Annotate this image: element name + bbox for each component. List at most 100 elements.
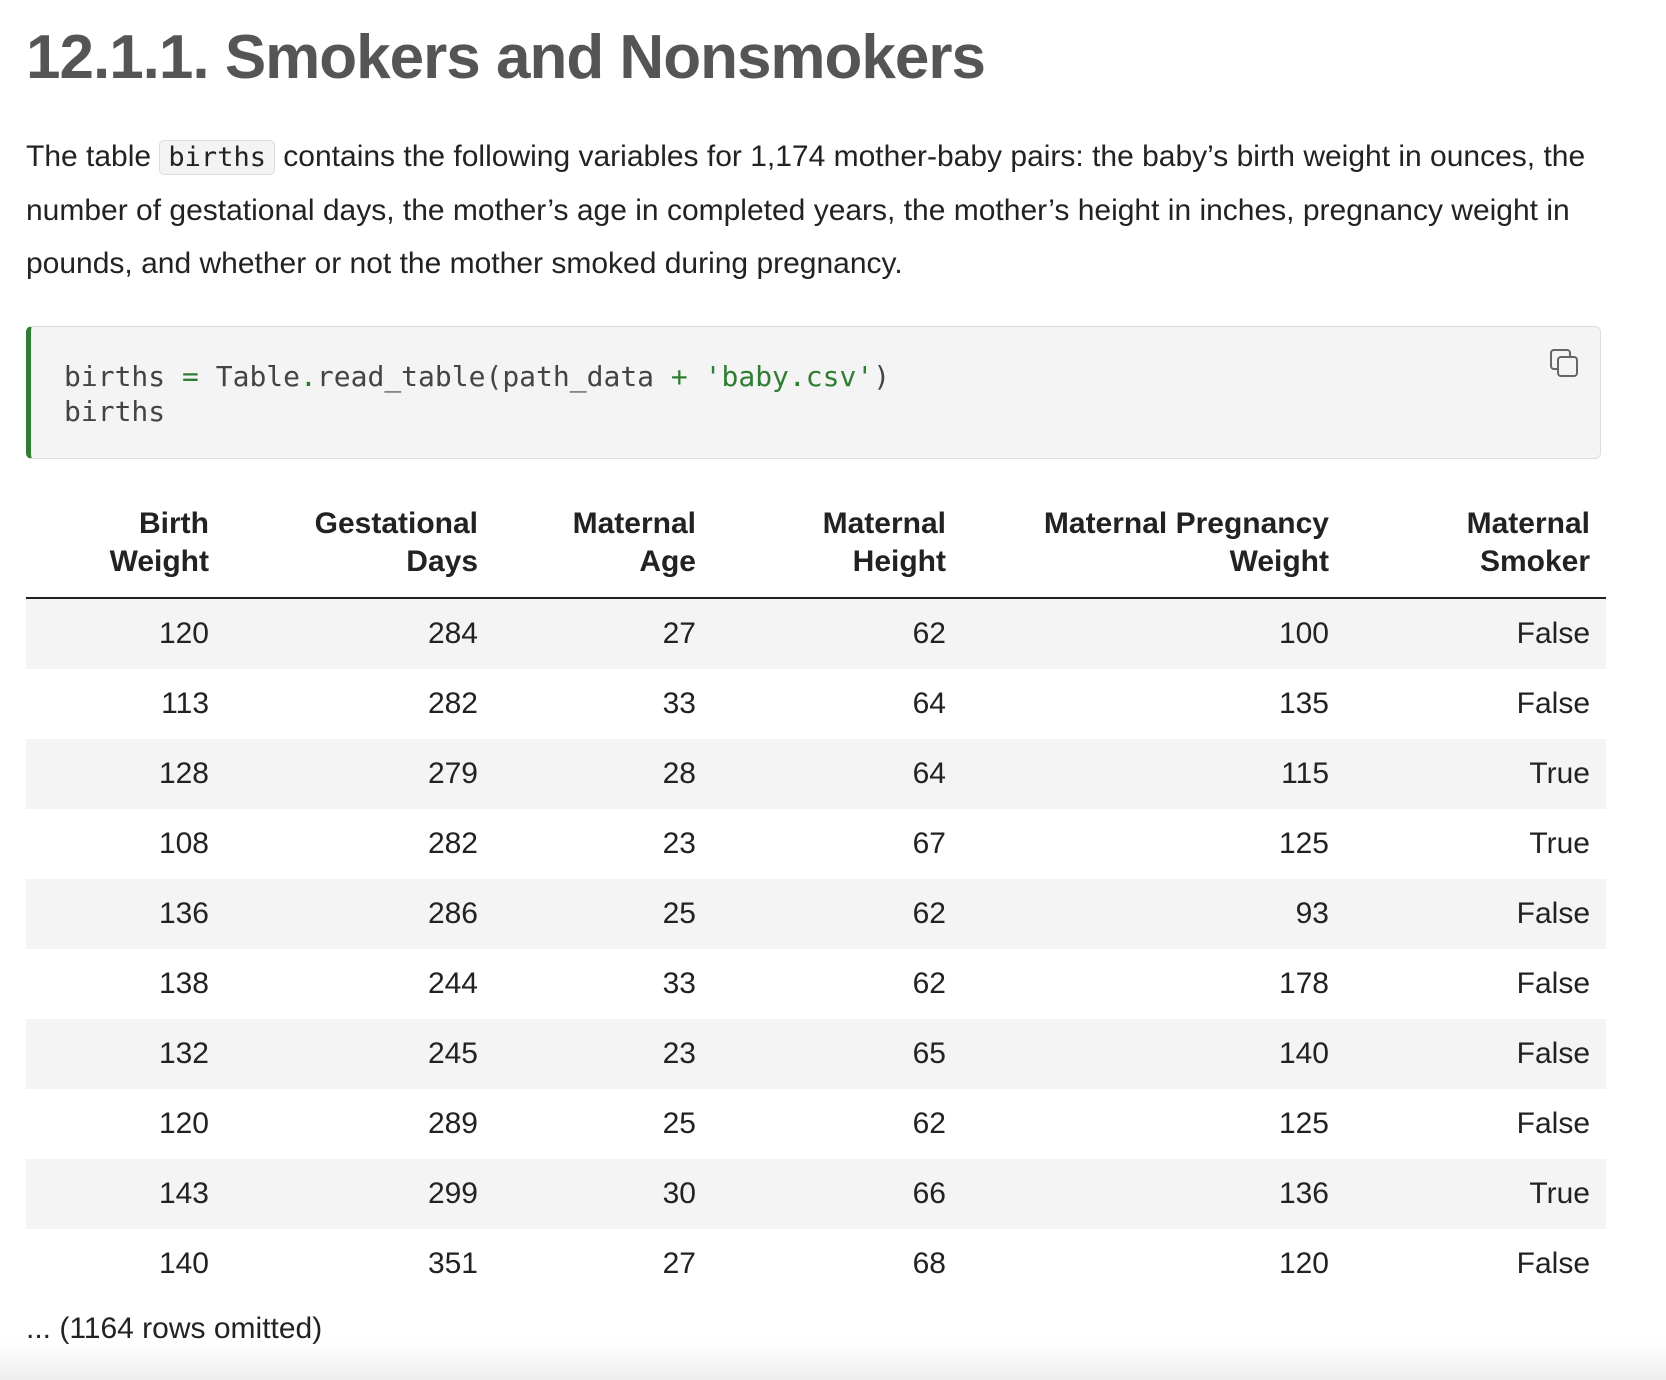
cell: False <box>1516 967 1590 1000</box>
rows-omitted: ... (1164 rows omitted) <box>26 1312 323 1345</box>
cell: True <box>1529 827 1590 860</box>
cell: True <box>1345 739 1606 809</box>
table-row: 120 289 25 62 125 False <box>26 1089 1606 1159</box>
table-row: 136 286 25 62 93 False <box>26 879 1606 949</box>
header-text: Maternal <box>572 507 696 540</box>
header-text: Height <box>852 545 946 578</box>
cell: 351 <box>427 1247 478 1280</box>
cell: 136 <box>26 879 225 949</box>
cell: 125 <box>1278 1107 1329 1140</box>
cell: 138 <box>158 967 209 1000</box>
cell: 23 <box>494 1019 712 1089</box>
table-row: 120 284 27 62 100 False <box>26 598 1606 669</box>
cell: 282 <box>427 687 478 720</box>
cell: 115 <box>962 739 1345 809</box>
cell: 120 <box>26 598 225 669</box>
cell: 120 <box>158 1107 209 1140</box>
text: contains the following variables for 1,1… <box>26 140 1586 280</box>
code-token <box>688 360 705 393</box>
cell: 132 <box>26 1019 225 1089</box>
cell: 135 <box>1278 687 1329 720</box>
cell: 299 <box>225 1159 494 1229</box>
cell: 62 <box>712 598 962 669</box>
cell: 64 <box>712 739 962 809</box>
cell: False <box>1345 879 1606 949</box>
cell: 286 <box>225 879 494 949</box>
cell: 25 <box>662 1107 696 1140</box>
column-header: Birth Weight <box>26 505 225 599</box>
cell: 27 <box>494 598 712 669</box>
cell: False <box>1516 687 1590 720</box>
code-token: births <box>64 395 166 428</box>
column-header: Maternal Height <box>712 505 962 599</box>
header-row: Birth Weight Gestational Days Maternal Age Mat… <box>26 505 1606 599</box>
cell: 143 <box>26 1159 225 1229</box>
cell: 28 <box>494 739 712 809</box>
column-header: Maternal Smoker <box>1345 505 1606 599</box>
cell: 282 <box>427 827 478 860</box>
fade <box>0 1340 1666 1380</box>
cell: 33 <box>662 687 696 720</box>
cell: 62 <box>912 967 946 1000</box>
header-text: Age <box>639 545 696 578</box>
code-token: ) <box>873 360 891 393</box>
cell: 93 <box>962 879 1345 949</box>
cell: 66 <box>712 1159 962 1229</box>
cell: 284 <box>225 598 494 669</box>
paragraph: The table births contains the following … <box>26 130 1626 290</box>
cell: 140 <box>962 1019 1345 1089</box>
cell: 289 <box>427 1107 478 1140</box>
column-header: Maternal Pregnancy Weight <box>962 505 1345 599</box>
header-text: Maternal Pregnancy <box>1043 507 1329 540</box>
cell: False <box>1516 1247 1590 1280</box>
table-row: 108 282 23 67 125 True <box>26 809 1606 879</box>
header-text: Weight <box>109 545 209 578</box>
code-token: read_table(path_data <box>316 360 671 393</box>
cell: 30 <box>494 1159 712 1229</box>
column-header: Gestational Days <box>225 505 494 599</box>
code-token: . <box>300 360 317 393</box>
cell: 23 <box>662 827 696 860</box>
cell: 244 <box>427 967 478 1000</box>
table: Birth Weight Gestational Days Maternal Age Mat… <box>26 505 1606 1299</box>
code-token: births <box>64 360 183 393</box>
code-line: births = Table.read_table(path_data + 'b… <box>64 359 1600 394</box>
table-row: 132 245 23 65 140 False <box>26 1019 1606 1089</box>
code-line: births <box>64 394 1600 429</box>
cell: 67 <box>912 827 946 860</box>
table-row: 128 279 28 64 115 True <box>26 739 1606 809</box>
cell: 140 <box>158 1247 209 1280</box>
cell: 245 <box>225 1019 494 1089</box>
header-text: Gestational <box>314 507 478 540</box>
cell: False <box>1345 1019 1606 1089</box>
cell: 64 <box>912 687 946 720</box>
header-text: Maternal <box>822 507 946 540</box>
cell: 125 <box>1278 827 1329 860</box>
table-row: 140 351 27 68 120 False <box>26 1229 1606 1299</box>
code-token: = <box>182 360 199 393</box>
cell: 113 <box>161 687 209 720</box>
cell: 33 <box>662 967 696 1000</box>
code-token: Table <box>198 360 301 393</box>
column-header: Maternal Age <box>494 505 712 599</box>
header-text: Maternal <box>1466 507 1590 540</box>
cell: 108 <box>158 827 209 860</box>
cell: 65 <box>712 1019 962 1089</box>
header-text: Weight <box>1229 545 1329 578</box>
header-text: Smoker <box>1479 545 1590 578</box>
cell: 136 <box>962 1159 1345 1229</box>
cell: 27 <box>662 1247 696 1280</box>
cell: 62 <box>912 1107 946 1140</box>
cell: 128 <box>26 739 225 809</box>
code-token: 'baby.csv' <box>704 360 874 393</box>
cell: 178 <box>1278 967 1329 1000</box>
code-token: + <box>670 360 688 393</box>
cell: False <box>1345 598 1606 669</box>
cell: 100 <box>962 598 1345 669</box>
table-row: 138 244 33 62 178 False <box>26 949 1606 1019</box>
copy-button[interactable] <box>1548 347 1580 379</box>
cell: 120 <box>1278 1247 1329 1280</box>
header-text: Birth <box>139 507 209 540</box>
cell: 68 <box>912 1247 946 1280</box>
